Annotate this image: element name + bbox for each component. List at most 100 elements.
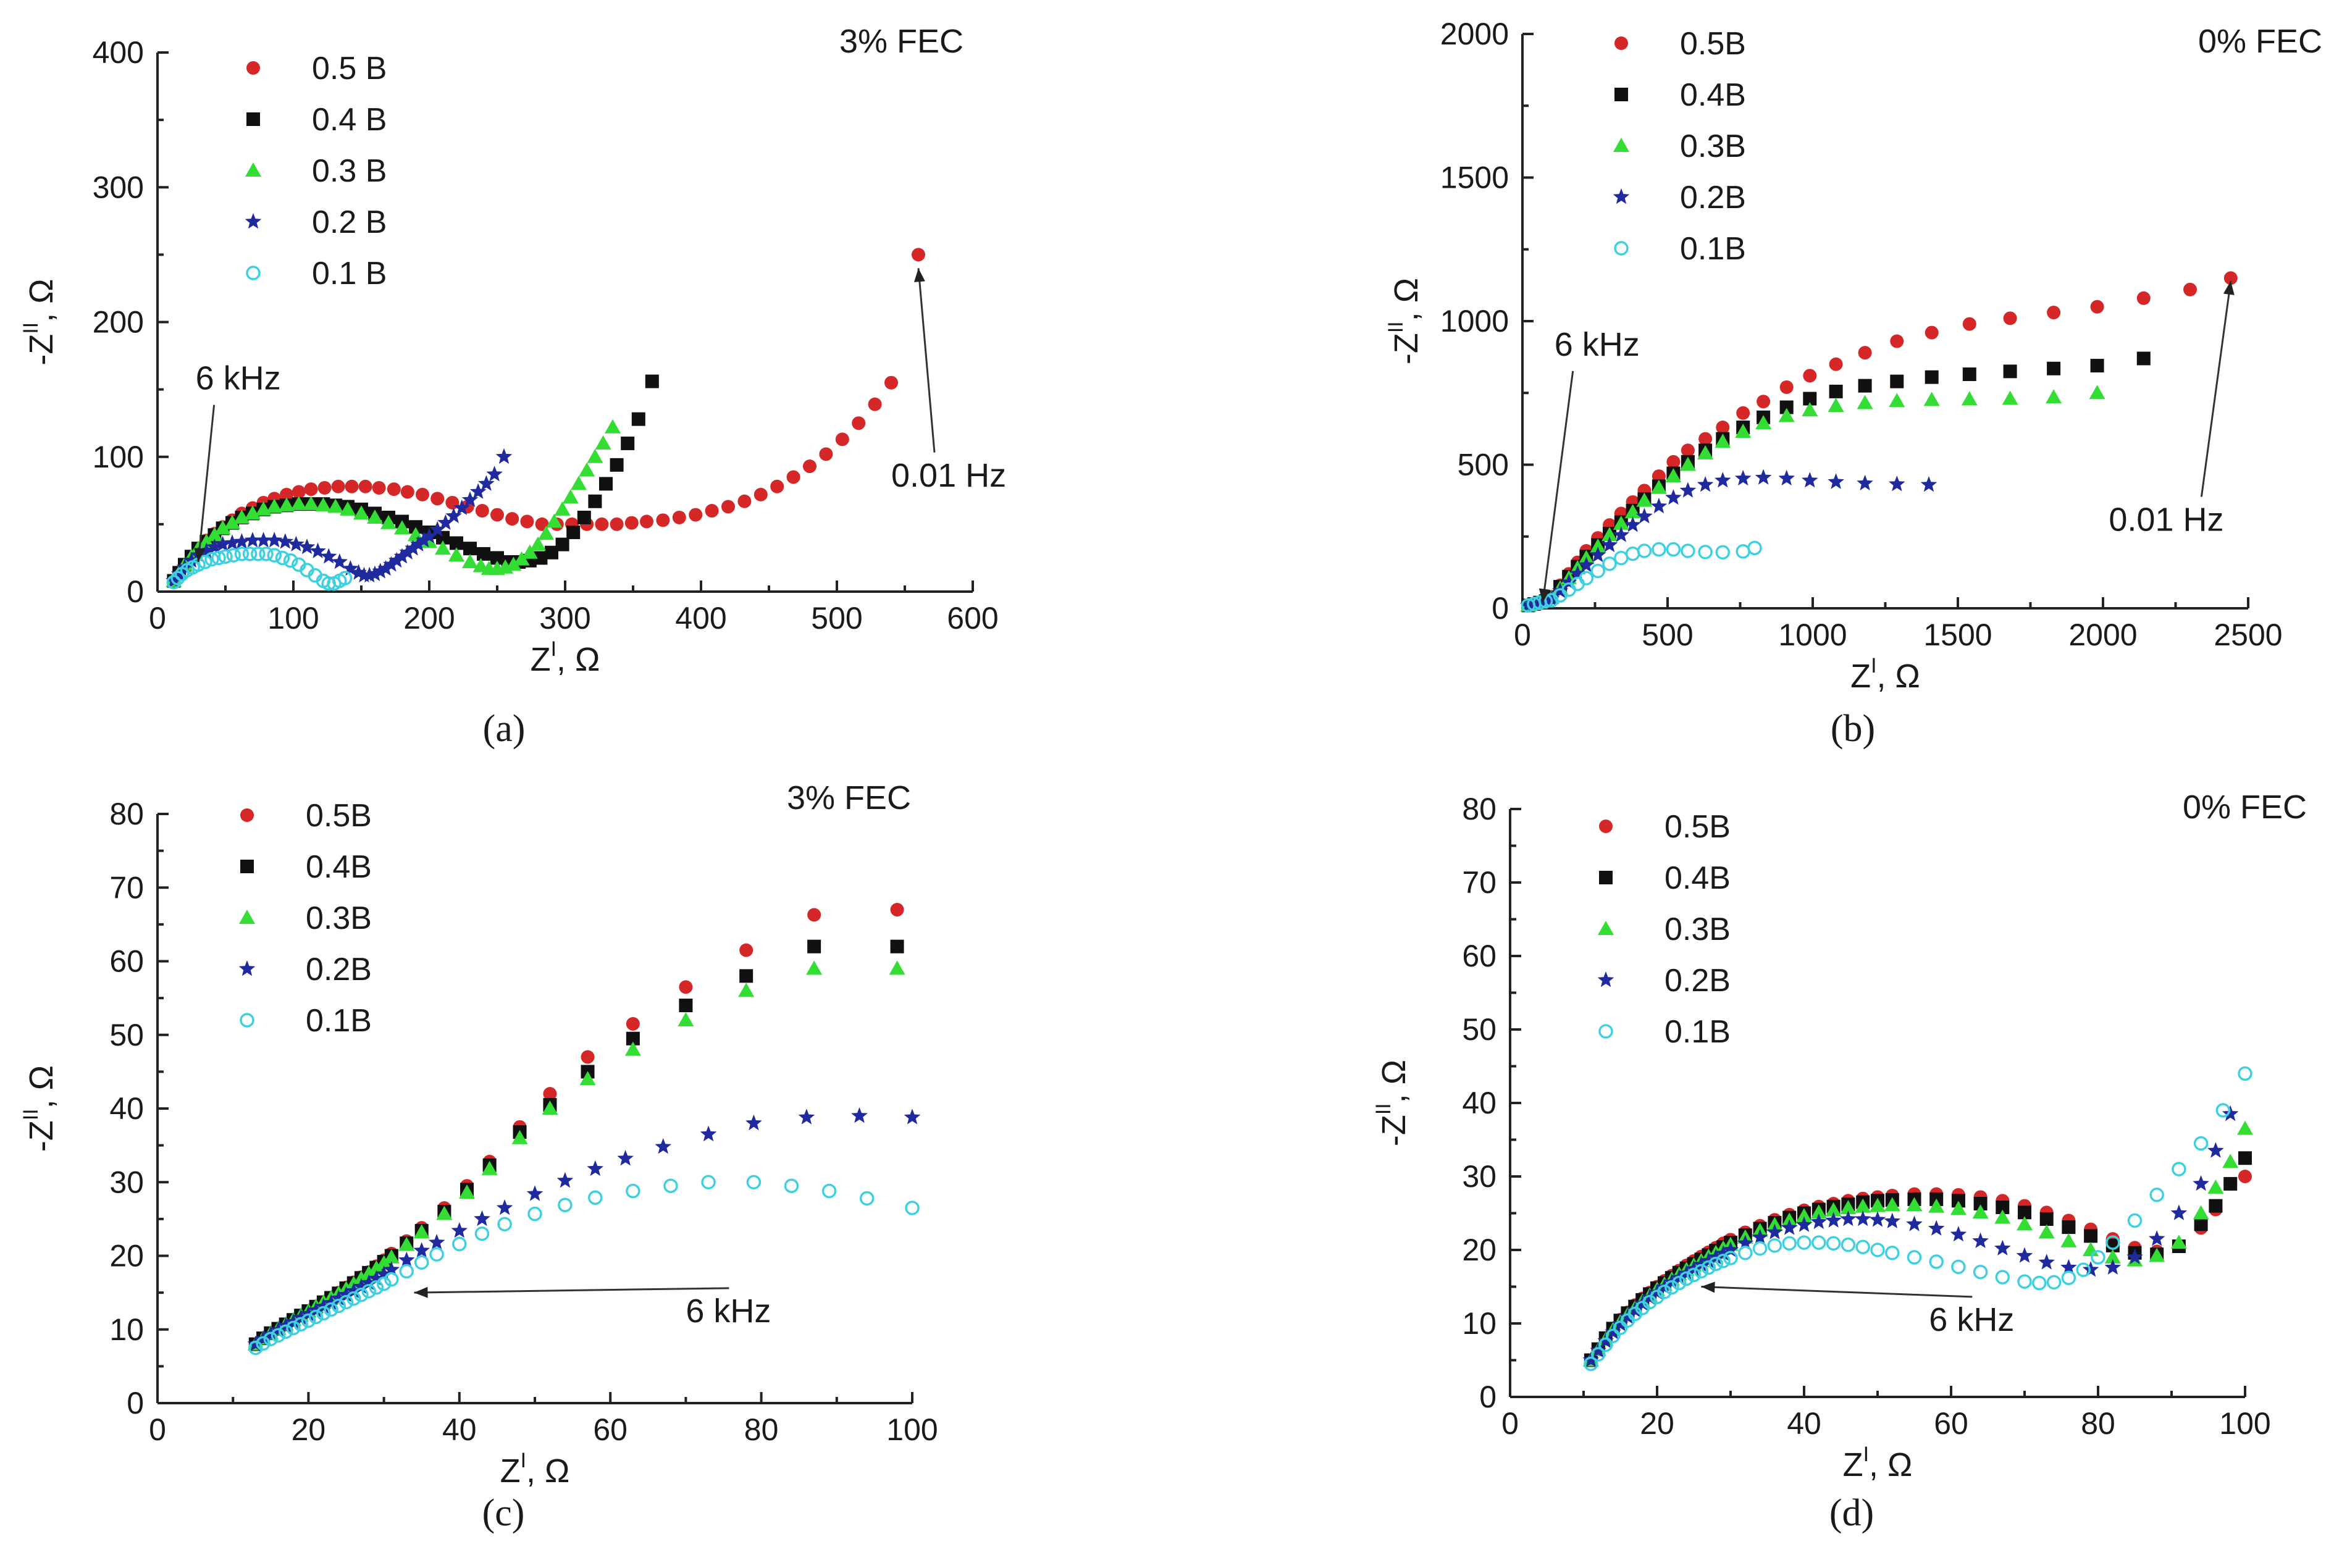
data-point: [353, 505, 369, 520]
y-axis-label: -ZII, Ω: [1372, 1060, 1413, 1146]
data-point: [803, 459, 816, 474]
data-point: [245, 505, 261, 520]
data-point: [211, 550, 226, 566]
annotation-arrowhead: [414, 1286, 428, 1298]
data-point: [2038, 1254, 2055, 1270]
y-tick-label: 10: [109, 1312, 144, 1347]
data-point: [1840, 1210, 1857, 1226]
annotation: 6 kHz: [414, 1286, 771, 1330]
data-point: [554, 501, 571, 516]
legend-item: 0.5B: [1614, 26, 1746, 62]
data-point: [399, 1264, 414, 1279]
data-point: [2090, 359, 2104, 373]
data-point: [481, 1160, 498, 1175]
data-point: [166, 574, 182, 590]
data-point: [1828, 398, 1844, 413]
data-point: [1810, 1204, 1827, 1219]
data-point: [233, 509, 250, 524]
data-point: [475, 504, 489, 518]
data-point: [738, 983, 755, 997]
legend-label: 0.2 B: [312, 204, 387, 240]
data-point: [1826, 1236, 1841, 1251]
data-point: [1766, 1223, 1783, 1239]
data-point: [214, 535, 231, 551]
x-tick-label: 40: [442, 1412, 477, 1447]
legend-marker: [240, 860, 254, 873]
data-point: [605, 419, 621, 434]
legend-item: 0.1B: [1598, 1014, 1731, 1050]
data-point: [1996, 1200, 2010, 1214]
data-point: [1857, 395, 1873, 409]
annotation-arrowhead: [1701, 1281, 1715, 1293]
data-point: [1889, 393, 1905, 408]
data-point: [581, 1050, 595, 1064]
data-point: [2193, 1205, 2209, 1220]
data-point: [1637, 543, 1652, 558]
data-point: [409, 520, 422, 534]
data-point: [1715, 1245, 1732, 1261]
data-point: [587, 448, 603, 463]
data-point: [2089, 385, 2105, 400]
data-point: [1755, 415, 1772, 430]
data-point: [2047, 306, 2061, 320]
data-point: [331, 553, 348, 569]
data-point: [2062, 1220, 2076, 1235]
series-0.2: [247, 1107, 921, 1351]
data-point: [1681, 543, 1695, 558]
legend-item: 0.1 B: [246, 256, 387, 291]
data-point: [2237, 1120, 2253, 1135]
data-point: [2170, 1235, 2187, 1249]
y-tick-label: 300: [93, 170, 144, 204]
data-point: [1855, 1198, 1871, 1213]
x-axis-label-main: Z: [500, 1453, 521, 1490]
data-point: [1657, 1285, 1672, 1299]
data-point: [383, 1249, 400, 1264]
data-point: [2149, 1188, 2164, 1202]
data-point: [1828, 473, 1844, 489]
data-point: [621, 436, 635, 450]
data-point: [1597, 1332, 1614, 1348]
legend-item: 0.5B: [240, 798, 372, 834]
legend-item: 0.5 B: [246, 51, 387, 86]
data-point: [2238, 1151, 2252, 1165]
data-point: [414, 1255, 429, 1270]
data-point: [367, 509, 383, 524]
annotation-arrow: [917, 268, 936, 453]
data-point: [474, 1210, 490, 1226]
data-point: [1925, 370, 1939, 384]
data-point: [1614, 550, 1629, 566]
data-point: [640, 514, 653, 529]
data-point: [1665, 489, 1682, 505]
data-point: [2038, 1224, 2055, 1239]
data-point: [384, 1272, 399, 1287]
data-point: [380, 514, 397, 529]
data-point: [279, 497, 295, 512]
legend-label: 0.5B: [1680, 26, 1746, 62]
data-point: [387, 482, 401, 497]
legend-label: 0.3B: [1680, 128, 1746, 164]
data-point: [2193, 1136, 2209, 1151]
legend-item: 0.3B: [239, 900, 372, 936]
data-point: [251, 547, 266, 561]
data-point: [1722, 1241, 1739, 1257]
y-tick-label: 500: [1458, 448, 1509, 482]
data-point: [360, 1274, 377, 1290]
data-point: [413, 1242, 430, 1258]
data-point: [1973, 1197, 1988, 1211]
y-axis-label-unit: , Ω: [23, 279, 60, 322]
data-point: [884, 375, 898, 390]
data-point: [912, 248, 925, 262]
data-point: [2104, 1259, 2122, 1275]
data-point: [369, 1280, 384, 1295]
legend-marker: [1614, 88, 1628, 101]
data-point: [198, 542, 215, 558]
y-tick-label: 80: [109, 797, 144, 831]
x-tick-label: 40: [1787, 1406, 1821, 1441]
annotation-arrow: [2200, 280, 2232, 497]
data-point: [224, 534, 241, 550]
data-point: [320, 548, 337, 564]
data-point: [1994, 1209, 2011, 1224]
data-point: [1619, 1308, 1636, 1324]
annotation-arrow: [414, 1287, 729, 1294]
